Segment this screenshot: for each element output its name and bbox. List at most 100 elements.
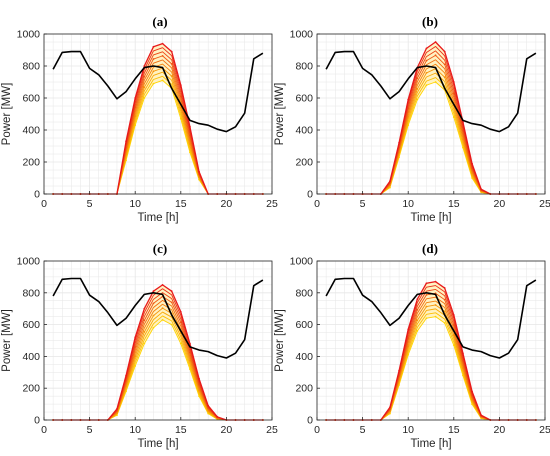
y-tick-label: 600 [295, 319, 313, 331]
generation-point [416, 77, 419, 80]
y-tick-label: 800 [295, 287, 313, 299]
generation-point [452, 116, 455, 119]
axes-box [316, 260, 546, 421]
x-tick-label: 10 [129, 424, 141, 436]
y-tick-label: 200 [295, 383, 313, 395]
generation-point [443, 322, 446, 324]
x-axis-label: Time [h] [410, 212, 451, 224]
x-tick-label: 5 [87, 424, 93, 436]
generation-point [434, 315, 437, 318]
generation-point [170, 75, 173, 78]
generation-point [407, 328, 410, 331]
generation-point [443, 76, 446, 79]
generation-point [161, 283, 164, 286]
generation-point [443, 50, 446, 53]
generation-point [170, 301, 173, 304]
x-tick-label: 15 [448, 198, 460, 210]
generation-point [170, 323, 173, 326]
axes-box [316, 33, 546, 195]
grid [316, 33, 546, 195]
y-tick-label: 200 [22, 383, 40, 395]
generation-point [161, 318, 164, 321]
generation-point [179, 84, 182, 87]
generation-point [152, 70, 155, 73]
y-tick-label: 0 [34, 189, 40, 201]
y-tick-label: 1000 [290, 256, 314, 268]
x-tick-label: 0 [41, 198, 47, 210]
generation-point [452, 314, 455, 316]
generation-point [125, 140, 127, 143]
x-tick-label: 10 [129, 198, 141, 210]
y-tick-label: 400 [295, 351, 313, 363]
x-tick-label: 15 [448, 424, 460, 436]
y-tick-label: 400 [295, 125, 313, 137]
generation-point [143, 97, 146, 99]
y-tick-label: 400 [22, 125, 40, 137]
y-tick-label: 600 [22, 93, 40, 105]
generation-point [152, 290, 155, 293]
generation-point [471, 390, 473, 393]
x-tick-label: 20 [494, 424, 506, 436]
generation-point [134, 97, 137, 99]
generation-point [161, 54, 164, 57]
generation-point [152, 58, 155, 60]
x-tick-label: 5 [360, 198, 366, 210]
generation-point [170, 290, 173, 293]
x-tick-label: 25 [266, 198, 278, 210]
generation-point [425, 47, 428, 50]
generation-point [125, 374, 127, 377]
generation-point [389, 180, 391, 183]
generation-point [425, 282, 428, 285]
y-tick-label: 200 [295, 157, 313, 169]
generation-point [198, 377, 200, 380]
generation-point [116, 407, 118, 410]
generation-point [152, 45, 155, 48]
generation-point [179, 310, 182, 313]
x-tick-label: 0 [314, 424, 320, 436]
generation-point [471, 162, 473, 165]
generation-point [161, 307, 164, 310]
x-tick-label: 20 [221, 198, 233, 210]
generation-point [143, 307, 146, 310]
axes-box [43, 260, 273, 421]
generation-point [161, 79, 164, 82]
x-axis-label: Time [h] [410, 438, 451, 450]
axes-box [43, 33, 273, 195]
generation-point [416, 298, 419, 301]
y-tick-label: 0 [34, 415, 40, 427]
generation-point [416, 330, 419, 332]
panel-label: (a) [152, 14, 167, 29]
grid [316, 260, 546, 421]
generation-point [398, 141, 400, 144]
y-tick-label: 800 [22, 287, 40, 299]
x-tick-label: 10 [402, 424, 414, 436]
generation-point [170, 62, 173, 65]
generation-point [207, 404, 210, 407]
generation-point [216, 415, 219, 418]
generation-point [425, 294, 428, 296]
generation-point [198, 170, 200, 173]
demand-line [52, 50, 264, 133]
y-tick-label: 600 [22, 319, 40, 331]
generation-point [161, 42, 164, 45]
y-tick-label: 800 [22, 61, 40, 73]
generation-point [480, 414, 483, 417]
x-tick-label: 20 [494, 198, 506, 210]
generation-point [416, 308, 419, 311]
y-tick-label: 1000 [290, 29, 314, 41]
panel-label: (c) [153, 241, 167, 256]
x-tick-label: 25 [266, 424, 278, 436]
generation-point [425, 59, 428, 62]
generation-point [434, 81, 437, 83]
generation-point [434, 41, 437, 43]
generation-point [434, 304, 437, 306]
generation-point [134, 336, 137, 339]
x-tick-label: 0 [41, 424, 47, 436]
generation-point [179, 321, 182, 324]
generation-point [407, 98, 410, 101]
generation-point [143, 319, 146, 322]
generation-point [443, 63, 446, 66]
generation-point [462, 352, 464, 355]
generation-point [443, 287, 446, 289]
generation-point [143, 342, 146, 345]
